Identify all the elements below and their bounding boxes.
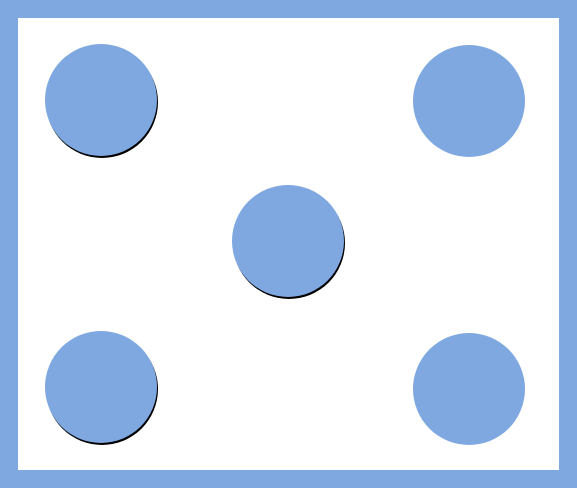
pip-bottom-left [45,331,158,445]
pip-top-left [45,44,158,158]
pip-dot [45,44,157,156]
pip-center [232,185,345,299]
pip-top-right [413,45,525,157]
pip-dot [45,331,157,443]
pip-dot [232,185,344,297]
pip-dot [413,45,525,157]
pip-dot [413,333,525,445]
pips [45,44,525,445]
pip-bottom-right [413,333,525,445]
